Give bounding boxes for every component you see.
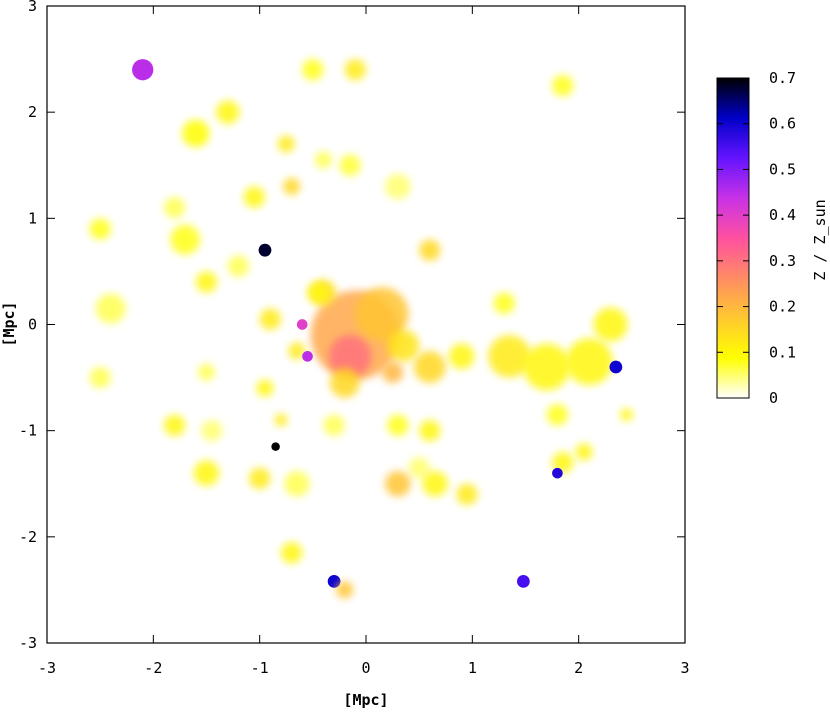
- metallicity-blob: [593, 307, 628, 342]
- metallicity-blob: [546, 404, 569, 426]
- metallicity-blob: [314, 151, 332, 169]
- metallicity-blob: [419, 420, 441, 442]
- x-tick-label: -1: [251, 659, 269, 677]
- colorbar-tick-label: 0: [769, 389, 778, 407]
- metallicity-blob: [274, 413, 288, 427]
- metallicity-blob: [387, 329, 420, 362]
- colorbar-label: Z / Z_sun: [811, 199, 829, 280]
- metallicity-blob: [195, 271, 218, 293]
- metallicity-blob: [95, 293, 126, 324]
- metallicity-blob: [339, 154, 361, 176]
- colorbar-tick-label: 0.7: [769, 69, 796, 87]
- y-tick-label: -2: [19, 528, 37, 546]
- metallicity-blob: [620, 408, 633, 422]
- metallicity-blob: [283, 177, 301, 195]
- metallicity-blob: [132, 59, 154, 81]
- metallicity-blob: [193, 460, 220, 486]
- metallicity-blob: [385, 470, 411, 497]
- metallicity-blob: [163, 414, 186, 436]
- metallicity-blob: [609, 360, 623, 374]
- metallicity-blob: [355, 287, 409, 341]
- metallicity-blob: [197, 363, 216, 381]
- metallicity-blob: [344, 59, 366, 81]
- metallicity-blob: [201, 420, 223, 442]
- metallicity-blob: [516, 575, 530, 588]
- metallicity-blob: [284, 470, 310, 497]
- colorbar-tick-label: 0.1: [769, 343, 796, 361]
- metallicity-blob: [227, 255, 250, 277]
- colorbar-gradient: [716, 77, 750, 399]
- metallicity-blob: [296, 319, 308, 330]
- y-tick-label: 1: [28, 209, 37, 227]
- x-tick-label: 3: [680, 659, 689, 677]
- metallicity-blob: [163, 197, 186, 219]
- x-tick-label: 2: [574, 659, 583, 677]
- y-axis-label: [Mpc]: [0, 301, 18, 346]
- metallicity-blob: [89, 218, 111, 240]
- x-axis: -3 -2 -1 0 1 2 3: [38, 6, 690, 677]
- metallicity-blob: [565, 338, 613, 386]
- metallicity-blob: [170, 224, 201, 255]
- metallicity-blob: [448, 343, 475, 370]
- metallicity-blob: [302, 351, 313, 362]
- colorbar-tick-label: 0.4: [769, 206, 796, 224]
- metallicity-blob: [271, 442, 280, 451]
- metallicity-blob: [328, 335, 372, 378]
- metallicity-blob: [385, 173, 411, 200]
- metallicity-blob: [243, 186, 265, 208]
- colorbar-tick-label: 0.6: [769, 115, 796, 133]
- metallicity-blob: [422, 470, 448, 497]
- metallicity-blob: [259, 308, 281, 330]
- y-tick-label: -3: [19, 634, 37, 652]
- x-tick-label: 1: [468, 659, 477, 677]
- plot-area: [46, 5, 686, 644]
- metallicity-blobs: [89, 59, 633, 599]
- metallicity-blob: [523, 343, 571, 391]
- metallicity-blob: [280, 542, 303, 564]
- metallicity-blob: [89, 366, 111, 389]
- metallicity-blob: [552, 74, 574, 97]
- colorbar-ticks: 0 0.1 0.2 0.3 0.4 0.5 0.6 0.7: [717, 69, 796, 407]
- y-tick-label: -1: [19, 422, 37, 440]
- metallicity-blob: [552, 467, 563, 479]
- metallicity-blob: [336, 581, 354, 599]
- y-tick-label: 0: [28, 316, 37, 334]
- x-tick-label: -2: [144, 659, 162, 677]
- x-tick-label: -3: [38, 659, 56, 677]
- metallicity-blob: [302, 59, 324, 81]
- y-tick-label: 2: [28, 103, 37, 121]
- metallicity-blob: [413, 351, 446, 383]
- colorbar-tick-label: 0.2: [769, 298, 796, 316]
- metallicity-blob: [277, 135, 295, 153]
- x-axis-label: [Mpc]: [343, 691, 388, 709]
- colorbar-tick-label: 0.5: [769, 160, 796, 178]
- metallicity-blob: [575, 443, 593, 461]
- metallicity-blob: [381, 361, 404, 383]
- metallicity-blob: [288, 342, 306, 360]
- metallicity-blob: [258, 243, 272, 257]
- colorbar-tick-label: 0.3: [769, 252, 796, 270]
- metallicity-blob: [329, 368, 360, 398]
- metallicity-blob: [408, 457, 430, 479]
- metallicity-blob: [182, 119, 210, 148]
- metallicity-blob: [493, 292, 515, 314]
- metallicity-blob: [488, 335, 531, 378]
- metallicity-blob: [323, 414, 345, 436]
- metallicity-blob: [456, 483, 478, 505]
- metallicity-blob: [387, 414, 409, 436]
- metallicity-blob: [249, 467, 271, 490]
- y-axis: -3 -2 -1 0 1 2 3: [19, 0, 685, 652]
- x-tick-label: 0: [361, 659, 370, 677]
- metallicity-blob: [216, 100, 240, 124]
- y-tick-label: 3: [28, 0, 37, 15]
- metallicity-blob: [419, 239, 441, 261]
- metallicity-blob: [256, 379, 274, 397]
- colorbar: 0 0.1 0.2 0.3 0.4 0.5 0.6 0.7 Z / Z_sun: [716, 69, 829, 407]
- metallicity-blob: [307, 282, 329, 304]
- metallicity-blob: [327, 575, 341, 588]
